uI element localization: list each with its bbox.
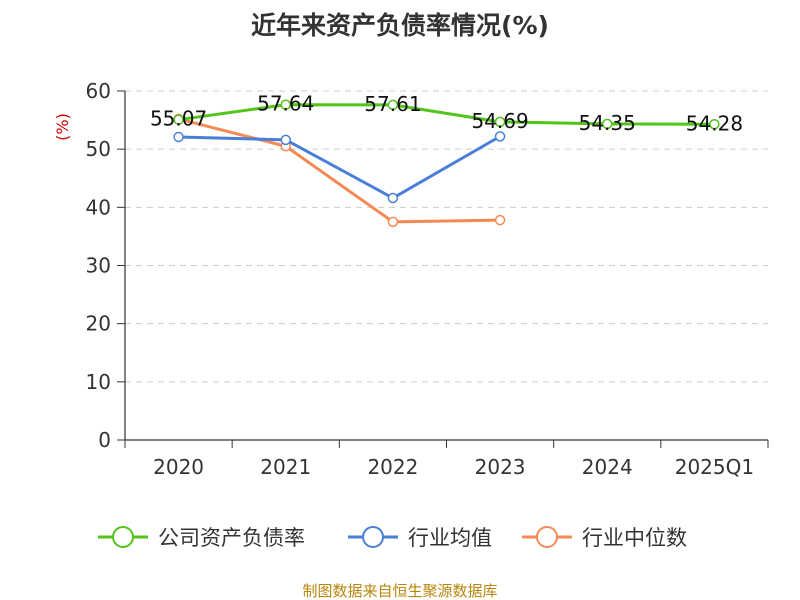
series-line: [178, 135, 501, 200]
series-line: [178, 103, 715, 126]
legend-marker: [112, 526, 134, 548]
series-group: [173, 99, 720, 228]
legend-label: 行业中位数: [582, 526, 687, 550]
y-tick-label: 0: [98, 428, 111, 452]
y-tick-label: 40: [86, 195, 111, 219]
data-point: [173, 114, 184, 125]
x-tick-label: 2023: [475, 455, 526, 479]
source-note: 制图数据来自恒生聚源数据库: [302, 582, 497, 600]
data-point: [494, 131, 506, 142]
data-point: [173, 131, 184, 143]
data-point: [387, 99, 399, 111]
legend-marker: [362, 526, 384, 548]
x-tick-label: 2020: [153, 455, 204, 479]
data-label: 54.35: [579, 111, 636, 135]
x-tick-label: 2021: [260, 455, 311, 479]
series-line: [178, 117, 501, 224]
data-label: 55.07: [150, 107, 207, 131]
data-point: [387, 192, 399, 204]
data-point: [494, 116, 506, 128]
x-tick-label: 2025Q1: [675, 455, 754, 479]
data-label: 57.64: [257, 92, 314, 116]
legend: 公司资产负债率 行业均值 行业中位数: [98, 526, 687, 550]
y-tick-label: 50: [86, 137, 111, 161]
legend-marker: [536, 526, 558, 548]
data-labels: 55.07 57.64 57.61 54.69 54.35 54.28: [150, 92, 743, 136]
axes: 0 10 20 30 40 50 60 2020 2021 2022 2023 2024 2025Q1: [86, 79, 769, 479]
y-tick-label: 10: [86, 370, 111, 394]
legend-label: 公司资产负债率: [158, 526, 305, 550]
x-tick-label: 2024: [582, 455, 633, 479]
data-point: [709, 119, 720, 130]
data-point: [280, 99, 291, 110]
data-label: 57.61: [364, 92, 421, 116]
grid-lines: [125, 90, 768, 383]
y-tick-label: 20: [86, 312, 111, 336]
data-point: [494, 214, 506, 226]
data-label: 54.69: [471, 109, 528, 133]
y-axis-label: (%): [53, 113, 72, 141]
y-tick-label: 30: [86, 254, 111, 278]
data-point: [602, 118, 613, 130]
data-point: [280, 134, 291, 146]
data-point: [387, 216, 399, 228]
x-tick-label: 2022: [367, 455, 418, 479]
data-label: 54.28: [686, 111, 743, 135]
legend-label: 行业均值: [408, 526, 492, 550]
chart-title: 近年来资产负债率情况(%): [251, 11, 549, 40]
y-tick-label: 60: [86, 79, 111, 103]
